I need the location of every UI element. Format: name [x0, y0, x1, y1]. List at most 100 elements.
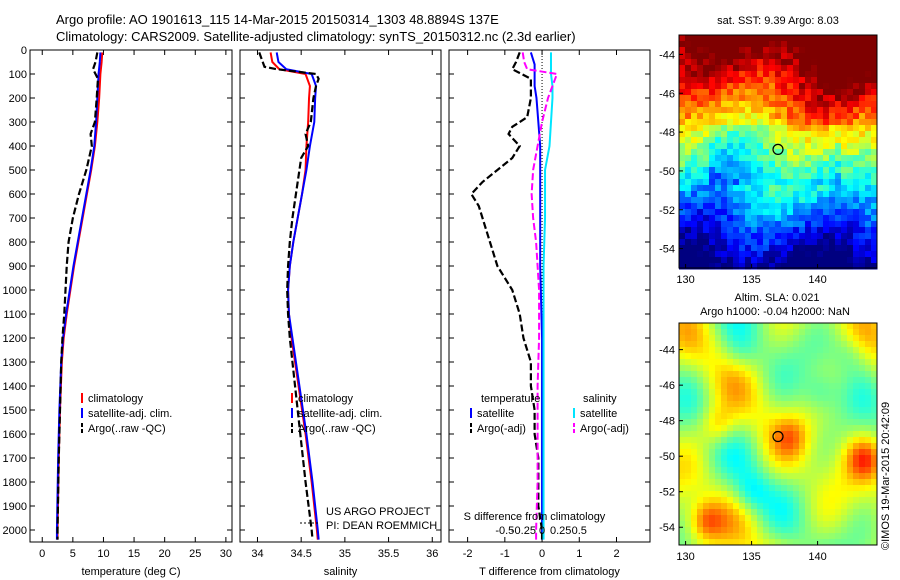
heatmap-cell [847, 167, 854, 174]
heatmap-cell [733, 95, 740, 102]
heatmap-cell [853, 389, 860, 396]
heatmap-cell [793, 407, 800, 414]
heatmap-cell [691, 449, 698, 456]
heatmap-cell [823, 167, 830, 174]
heatmap-cell [685, 431, 692, 438]
heatmap-cell [853, 533, 860, 540]
heatmap-cell [811, 185, 818, 192]
heatmap-cell [823, 77, 830, 84]
heatmap-cell [685, 335, 692, 342]
heatmap-cell [811, 173, 818, 180]
heatmap-cell [733, 185, 740, 192]
heatmap-cell [733, 503, 740, 510]
x-tick-label: 30 [220, 548, 232, 560]
heatmap-cell [679, 83, 686, 90]
heatmap-cell [745, 227, 752, 234]
heatmap-cell [691, 149, 698, 156]
heatmap-cell [847, 185, 854, 192]
heatmap-cell [733, 143, 740, 150]
heatmap-cell [835, 395, 842, 402]
heatmap-cell [715, 227, 722, 234]
heatmap-cell [811, 527, 818, 534]
heatmap-cell [871, 437, 878, 444]
heatmap-cell [721, 515, 728, 522]
heatmap-cell [859, 443, 866, 450]
heatmap-cell [679, 71, 686, 78]
heatmap-cell [799, 359, 806, 366]
heatmap-cell [745, 125, 752, 132]
heatmap-cell [835, 425, 842, 432]
heatmap-cell [787, 215, 794, 222]
heatmap-cell [679, 209, 686, 216]
heatmap-cells [679, 35, 878, 270]
heatmap-cell [703, 485, 710, 492]
heatmap-cell [811, 155, 818, 162]
heatmap-cell [799, 383, 806, 390]
heatmap-cell [703, 461, 710, 468]
heatmap-cell [703, 233, 710, 240]
heatmap-cell [733, 221, 740, 228]
heatmap-cell [835, 143, 842, 150]
heatmap-cell [841, 533, 848, 540]
heatmap-cell [727, 407, 734, 414]
heatmap-cell [733, 419, 740, 426]
heatmap-cell [859, 53, 866, 60]
heatmap-cell [739, 353, 746, 360]
heatmap-cell [715, 359, 722, 366]
heatmap-cell [847, 323, 854, 330]
heatmap-cell [751, 83, 758, 90]
heatmap-cell [739, 341, 746, 348]
heatmap-cell [733, 161, 740, 168]
heatmap-cell [751, 65, 758, 72]
heatmap-cell [775, 437, 782, 444]
heatmap-cell [787, 539, 794, 546]
heatmap-cell [835, 509, 842, 516]
heatmap-cell [775, 71, 782, 78]
heatmap-cell [709, 47, 716, 54]
heatmap-cell [859, 221, 866, 228]
heatmap-cell [793, 59, 800, 66]
heatmap-cell [871, 521, 878, 528]
heatmap-cell [841, 239, 848, 246]
heatmap-cell [835, 527, 842, 534]
heatmap-cell [865, 527, 872, 534]
heatmap-cell [823, 377, 830, 384]
heatmap-cell [739, 53, 746, 60]
heatmap-cell [805, 461, 812, 468]
heatmap-cell [745, 137, 752, 144]
heatmap-cell [805, 191, 812, 198]
heatmap-cell [703, 389, 710, 396]
heatmap-cell [817, 497, 824, 504]
heatmap-cell [727, 101, 734, 108]
heatmap-cell [751, 437, 758, 444]
heatmap-cell [757, 143, 764, 150]
heatmap-cell [739, 257, 746, 264]
heatmap-cell [865, 173, 872, 180]
heatmap-cell [835, 401, 842, 408]
heatmap-cell [703, 371, 710, 378]
heatmap-cell [859, 335, 866, 342]
x-tick-label: 25 [189, 548, 201, 560]
heatmap-cell [679, 419, 686, 426]
heatmap-cell [751, 353, 758, 360]
heatmap-cell [865, 449, 872, 456]
heatmap-cell [709, 59, 716, 66]
heatmap-cell [739, 65, 746, 72]
heatmap-cell [703, 185, 710, 192]
heatmap-cell [817, 521, 824, 528]
heatmap-cell [757, 533, 764, 540]
heatmap-cell [733, 131, 740, 138]
heatmap-cell [691, 185, 698, 192]
heatmap-cell [847, 485, 854, 492]
heatmap-cell [727, 227, 734, 234]
heatmap-cell [769, 245, 776, 252]
heatmap-cell [709, 353, 716, 360]
heatmap-cell [721, 371, 728, 378]
heatmap-cell [727, 197, 734, 204]
heatmap-cell [841, 191, 848, 198]
heatmap-cell [775, 257, 782, 264]
heatmap-cell [763, 473, 770, 480]
heatmap-cell [763, 197, 770, 204]
heatmap-cell [829, 383, 836, 390]
